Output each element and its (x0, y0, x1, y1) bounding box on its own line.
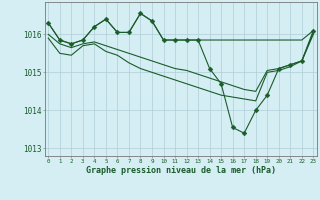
X-axis label: Graphe pression niveau de la mer (hPa): Graphe pression niveau de la mer (hPa) (86, 166, 276, 175)
